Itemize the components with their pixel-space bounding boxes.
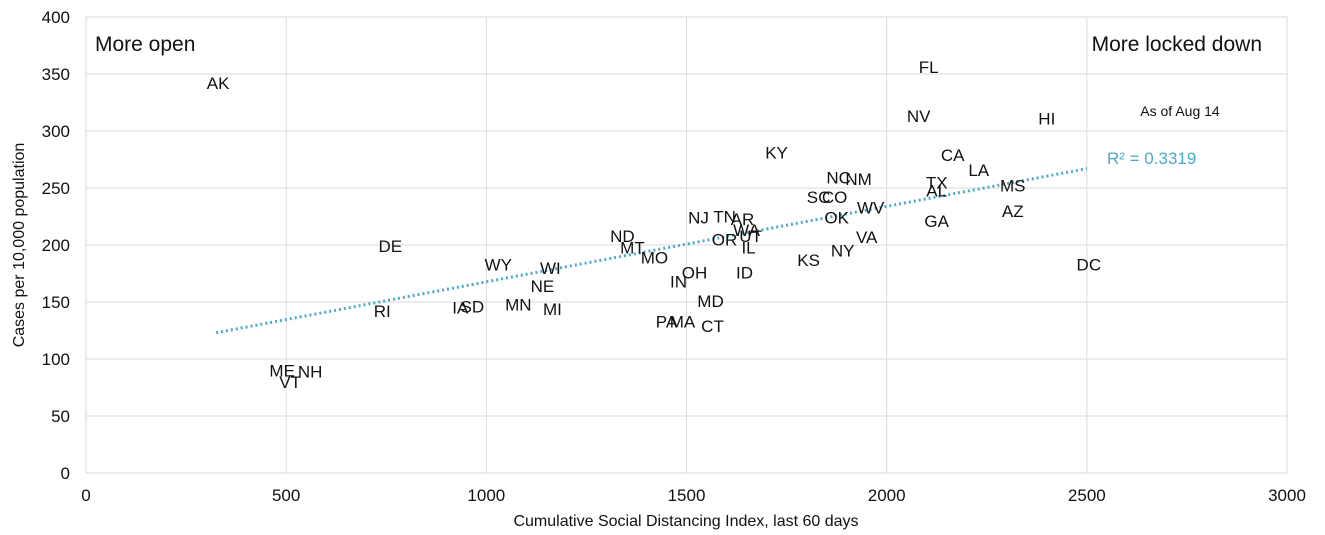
- point-label-ar: AR: [731, 210, 755, 229]
- point-label-pa: PA: [656, 312, 678, 331]
- point-label-ny: NY: [831, 242, 855, 261]
- point-label-in: IN: [670, 272, 687, 291]
- point-label-al: AL: [926, 181, 947, 200]
- point-label-de: DE: [378, 237, 402, 256]
- point-label-ne: NE: [531, 277, 555, 296]
- point-label-sd: SD: [461, 298, 485, 317]
- left-corner-label: More open: [95, 33, 195, 56]
- x-tick-label: 3000: [1268, 486, 1306, 505]
- point-label-ak: AK: [207, 74, 230, 93]
- point-label-ct: CT: [701, 317, 724, 336]
- point-label-mo: MO: [641, 249, 668, 268]
- point-label-wy: WY: [485, 255, 512, 274]
- point-label-nh: NH: [298, 363, 323, 382]
- grid-lines: [85, 16, 1288, 474]
- point-label-id: ID: [736, 263, 753, 282]
- y-axis-title: Cases per 10,000 population: [11, 143, 28, 348]
- y-tick-label: 350: [42, 65, 70, 84]
- y-tick-label: 100: [42, 350, 70, 369]
- point-label-me: ME: [269, 361, 295, 380]
- point-label-sc: SC: [807, 188, 831, 207]
- point-label-ky: KY: [765, 144, 788, 163]
- point-label-ks: KS: [797, 251, 820, 270]
- point-label-nv: NV: [907, 107, 931, 126]
- point-label-ri: RI: [374, 302, 391, 321]
- point-label-mt: MT: [620, 238, 645, 257]
- point-label-wv: WV: [857, 198, 885, 217]
- date-note: As of Aug 14: [1140, 103, 1220, 119]
- point-label-ut: UT: [739, 227, 762, 246]
- point-label-tn: TN: [713, 208, 736, 227]
- right-corner-label: More locked down: [1092, 33, 1262, 56]
- point-label-fl: FL: [919, 58, 939, 77]
- point-label-ga: GA: [924, 212, 949, 231]
- point-label-tx: TX: [926, 173, 948, 192]
- point-label-or: OR: [712, 230, 738, 249]
- y-tick-label: 0: [61, 464, 70, 483]
- r-squared-label: R² = 0.3319: [1107, 149, 1196, 168]
- y-tick-label: 250: [42, 179, 70, 198]
- point-label-ia: IA: [452, 299, 469, 318]
- x-tick-label: 2500: [1068, 486, 1106, 505]
- x-tick-label: 500: [272, 486, 300, 505]
- point-label-nm: NM: [845, 170, 871, 189]
- point-label-nj: NJ: [688, 209, 709, 228]
- point-label-wa: WA: [733, 221, 760, 240]
- point-label-wi: WI: [540, 259, 561, 278]
- point-label-ca: CA: [941, 146, 965, 165]
- plot-area-border: [85, 16, 1288, 474]
- point-label-mn: MN: [505, 295, 531, 314]
- point-label-nd: ND: [610, 227, 635, 246]
- x-axis-title: Cumulative Social Distancing Index, last…: [513, 513, 858, 530]
- point-label-md: MD: [697, 292, 723, 311]
- x-tick-label: 0: [81, 486, 90, 505]
- point-label-az: AZ: [1002, 202, 1024, 221]
- y-tick-label: 400: [42, 8, 70, 27]
- point-label-il: IL: [741, 238, 755, 257]
- point-label-la: LA: [968, 161, 989, 180]
- point-label-ms: MS: [1000, 177, 1026, 196]
- point-label-nc: NC: [826, 169, 851, 188]
- point-label-oh: OH: [682, 263, 708, 282]
- point-label-ok: OK: [824, 209, 849, 228]
- y-tick-label: 200: [42, 236, 70, 255]
- y-tick-label: 50: [51, 407, 70, 426]
- x-axis-ticks: 0 500 1000 1500 2000 2500 3000: [81, 486, 1306, 505]
- point-label-hi: HI: [1038, 109, 1055, 128]
- y-tick-label: 150: [42, 293, 70, 312]
- y-axis-ticks: 0 50 100 150 200 250 300 350 400: [42, 8, 70, 483]
- point-label-ma: MA: [670, 312, 696, 331]
- x-tick-label: 1000: [467, 486, 505, 505]
- point-label-mi: MI: [543, 300, 562, 319]
- point-label-co: CO: [822, 188, 848, 207]
- point-label-vt: VT: [279, 373, 301, 392]
- y-tick-label: 300: [42, 122, 70, 141]
- point-label-dc: DC: [1077, 255, 1102, 274]
- point-label-va: VA: [856, 228, 878, 247]
- x-tick-label: 1500: [668, 486, 706, 505]
- x-tick-label: 2000: [868, 486, 906, 505]
